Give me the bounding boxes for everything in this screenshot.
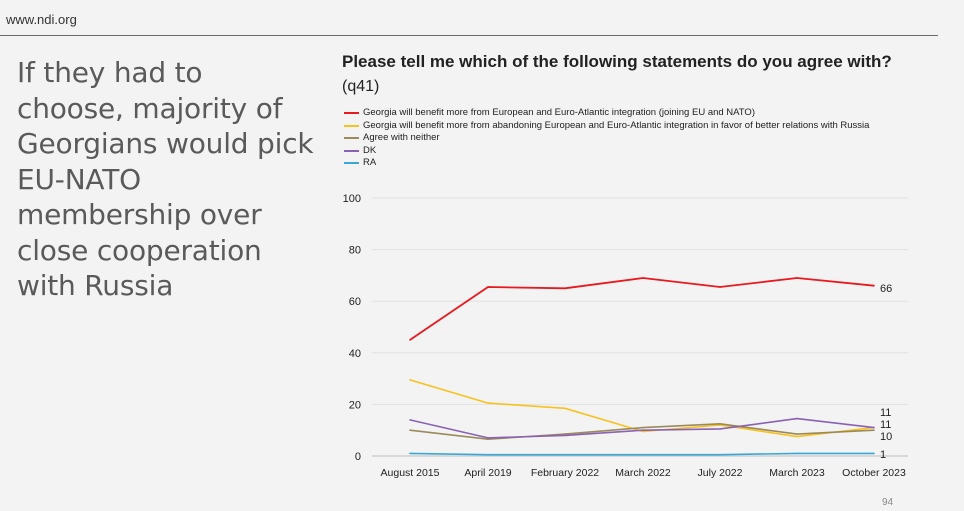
data-point [487, 437, 489, 439]
end-value-label: 11 [880, 407, 891, 419]
end-value-label: 66 [880, 283, 892, 295]
legend-swatch [344, 112, 359, 115]
data-point [642, 429, 644, 432]
data-point [564, 407, 566, 410]
data-point [564, 453, 566, 456]
end-value-label: 11 [880, 419, 891, 431]
legend-swatch [344, 137, 359, 140]
series-line-4 [409, 452, 874, 456]
y-tick-label: 60 [349, 296, 361, 308]
data-point [409, 429, 411, 432]
data-point [873, 429, 875, 432]
end-value-label: 1 [880, 449, 886, 461]
data-point [642, 453, 644, 456]
data-point [409, 379, 411, 381]
legend-swatch [344, 124, 359, 127]
data-point [642, 430, 644, 433]
chart-legend: Georgia will benefit more from European … [344, 107, 869, 170]
legend-label: RA [363, 157, 377, 168]
data-point [796, 452, 798, 455]
y-tick-label: 0 [355, 451, 361, 463]
data-point [487, 402, 489, 404]
series-line-0 [409, 277, 875, 341]
x-tick-label: October 2023 [842, 467, 906, 479]
y-tick-label: 100 [343, 193, 361, 205]
data-point [409, 452, 411, 455]
legend-item-neither: Agree with neither [344, 132, 869, 145]
data-point [409, 339, 411, 341]
data-point [719, 428, 721, 430]
slide-headline: If they had to choose, majority of Georg… [17, 56, 314, 302]
chart-subtitle: (q41) [342, 78, 380, 95]
legend-label: Agree with neither [363, 132, 440, 143]
x-tick-label: April 2019 [464, 467, 511, 479]
data-point [487, 453, 489, 456]
data-point [564, 287, 566, 290]
end-value-label: 10 [880, 431, 892, 443]
data-point [873, 284, 875, 287]
data-point [564, 434, 566, 437]
legend-swatch [344, 149, 359, 152]
data-point [796, 277, 798, 279]
legend-item-russia: Georgia will benefit more from abandonin… [344, 120, 869, 133]
legend-label: Georgia will benefit more from abandonin… [363, 119, 870, 131]
page-number: 94 [882, 497, 894, 508]
x-tick-label: March 2023 [769, 467, 825, 479]
chart-title: Please tell me which of the following st… [342, 52, 892, 71]
legend-item-dk: DK [344, 145, 869, 158]
data-point [719, 423, 721, 425]
data-point [719, 453, 721, 456]
data-point [642, 277, 644, 279]
data-point [873, 426, 875, 429]
data-point [796, 417, 798, 420]
data-point [642, 426, 644, 429]
data-point [487, 438, 489, 441]
y-tick-label: 80 [349, 245, 361, 257]
data-point [873, 452, 875, 455]
data-point [796, 433, 798, 435]
site-url[interactable]: www.ndi.org [6, 12, 77, 27]
data-point [409, 419, 411, 421]
legend-swatch [344, 162, 359, 165]
header-divider [0, 35, 938, 36]
x-tick-label: July 2022 [698, 467, 743, 479]
data-point [487, 286, 489, 288]
y-tick-label: 40 [349, 348, 361, 360]
x-tick-label: August 2015 [381, 467, 440, 479]
legend-item-ra: RA [344, 157, 869, 170]
data-point [564, 433, 566, 435]
data-point [719, 286, 721, 288]
x-tick-label: February 2022 [531, 467, 599, 479]
legend-label: DK [363, 144, 377, 156]
data-point [796, 435, 798, 438]
x-tick-label: March 2022 [615, 467, 671, 479]
legend-label: Georgia will benefit more from European … [363, 107, 755, 118]
legend-item-eu-nato: Georgia will benefit more from European … [344, 107, 869, 120]
y-tick-label: 20 [349, 399, 361, 411]
